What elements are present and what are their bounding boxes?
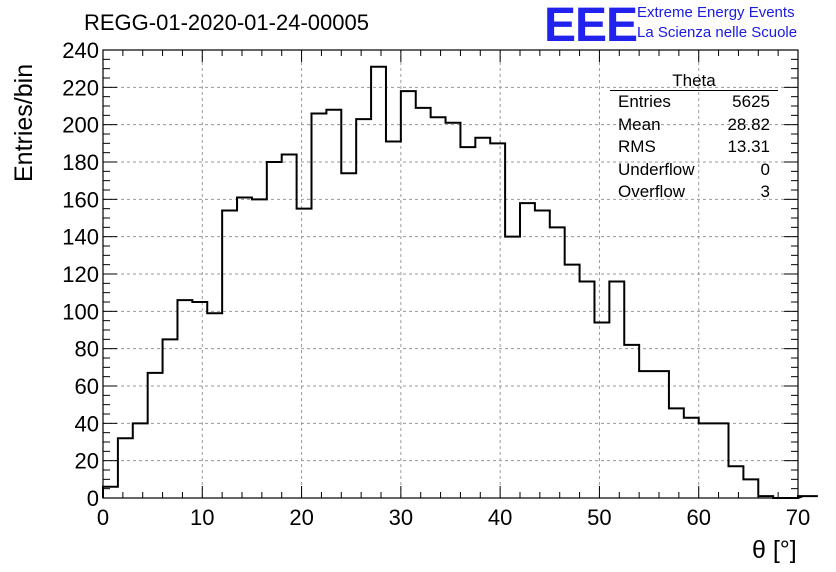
histogram-bin [580, 281, 595, 498]
histogram-bin [520, 203, 535, 498]
histogram-bin [684, 418, 699, 498]
stats-value: 13.31 [727, 137, 770, 156]
y-tick-label: 160 [62, 187, 99, 212]
y-tick-label: 140 [62, 225, 99, 250]
histogram-bin [535, 211, 550, 498]
y-tick-label: 200 [62, 113, 99, 138]
y-tick-label: 180 [62, 150, 99, 175]
stats-value: 28.82 [727, 114, 770, 134]
y-tick-label: 40 [75, 411, 99, 436]
histogram-bin [312, 113, 327, 498]
stats-row-overflow: Overflow 3 [610, 181, 778, 204]
histogram-bin [565, 265, 580, 498]
histogram-bin [654, 371, 669, 498]
stats-label: Mean [618, 114, 661, 134]
histogram-bin [326, 110, 341, 498]
stats-row-underflow: Underflow 0 [610, 159, 778, 182]
stats-label: Underflow [618, 159, 695, 179]
histogram-bin [177, 300, 192, 498]
histogram-bin [594, 323, 609, 498]
y-tick-label: 220 [62, 75, 99, 100]
y-tick-label: 20 [75, 449, 99, 474]
histogram-bin [356, 119, 371, 498]
stats-label: RMS [618, 137, 656, 156]
stats-label: Entries [618, 92, 671, 111]
y-tick-label: 240 [62, 38, 99, 63]
histogram-bin [386, 141, 401, 498]
x-tick-label: 60 [686, 505, 710, 530]
histogram-bin [163, 339, 178, 498]
histogram-bin [490, 143, 505, 498]
histogram-bin [341, 173, 356, 498]
y-tick-label: 60 [75, 374, 99, 399]
logo-line-1: Extreme Energy Events [637, 4, 795, 21]
histogram-bin [267, 162, 282, 498]
histogram-bin [460, 147, 475, 498]
y-axis-label: Entries/bin [10, 63, 38, 182]
logo-line-2: La Scienza nelle Scuole [637, 24, 798, 41]
histogram-bin [743, 479, 758, 498]
histogram-bin [714, 423, 729, 498]
y-tick-label: 120 [62, 262, 99, 287]
x-tick-label: 20 [289, 505, 313, 530]
histogram-bin [133, 423, 148, 498]
histogram-bin [371, 67, 386, 498]
histogram-bin [282, 155, 297, 498]
histogram-bin [416, 108, 431, 498]
x-tick-label: 0 [97, 505, 109, 530]
histogram-bin [446, 123, 461, 498]
chart-title: REGG-01-2020-01-24-00005 [84, 10, 369, 35]
histogram-bin [207, 313, 222, 498]
stats-label: Overflow [618, 182, 686, 201]
histogram-bin [118, 438, 133, 498]
stats-row-mean: Mean 28.82 [610, 114, 778, 137]
stats-value: 0 [760, 159, 770, 179]
histogram-bin [609, 281, 624, 498]
histogram-bin [475, 138, 490, 498]
y-tick-label: 80 [75, 337, 99, 362]
histogram-bin [252, 199, 267, 498]
histogram-bin [699, 423, 714, 498]
histogram-bin [505, 237, 520, 498]
histogram-bin [624, 345, 639, 498]
y-tick-label: 0 [87, 486, 99, 511]
histogram-bin [237, 197, 252, 498]
histogram-series [102, 65, 818, 499]
histogram-bin [148, 373, 163, 498]
histogram-bin [550, 227, 565, 498]
stats-rows: Entries 5625 Mean 28.82 RMS 13.31 Underflow 0 Ov… [610, 91, 778, 204]
histogram-bin [192, 302, 207, 498]
x-tick-label: 40 [488, 505, 512, 530]
histogram-bin [222, 211, 237, 498]
histogram-bin [669, 408, 684, 498]
histogram-bin [401, 91, 416, 498]
stats-box: Theta Entries 5625 Mean 28.82 RMS 13.31 Underf… [610, 72, 778, 204]
histogram-bin [729, 466, 744, 498]
x-tick-label: 30 [389, 505, 413, 530]
x-tick-label: 50 [587, 505, 611, 530]
x-tick-label: 10 [190, 505, 214, 530]
stats-title: Theta [610, 72, 778, 91]
histogram-bin [431, 117, 446, 498]
y-tick-label: 100 [62, 299, 99, 324]
histogram-bin [639, 371, 654, 498]
eee-logo: EEE [544, 0, 638, 52]
x-tick-label: 70 [786, 505, 810, 530]
x-axis-label: θ [°] [752, 536, 797, 564]
stats-value: 5625 [732, 92, 770, 111]
stats-row-entries: Entries 5625 [610, 91, 778, 114]
stats-row-rms: RMS 13.31 [610, 136, 778, 159]
stats-value: 3 [760, 182, 770, 201]
histogram-bin [297, 209, 312, 498]
